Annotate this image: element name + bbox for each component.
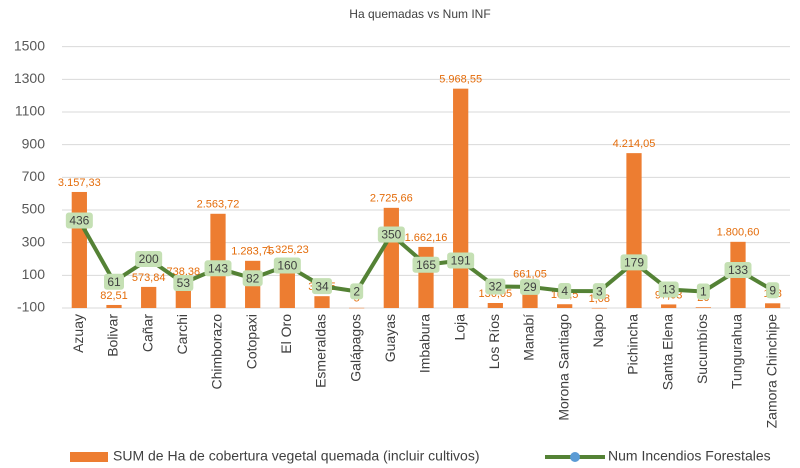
y-tick-label: 100 (22, 266, 46, 282)
bar (661, 304, 676, 308)
line-value-label: 34 (315, 279, 329, 293)
y-tick-label: 900 (22, 135, 46, 151)
x-tick-label: Zamora Chinchipe (763, 314, 779, 429)
line-value-label: 32 (489, 280, 503, 294)
y-tick-label: 500 (22, 201, 46, 217)
bar-value-label: 3.157,33 (58, 177, 101, 189)
bar-value-label: 2.725,66 (370, 193, 413, 205)
bar (626, 153, 641, 308)
x-tick-label: Morona Santiago (555, 314, 571, 421)
bar (488, 303, 503, 308)
bar (592, 308, 607, 309)
line-value-label: 133 (728, 263, 748, 277)
bar-value-label: 573,84 (132, 272, 166, 284)
line-value-label: 4 (561, 284, 568, 298)
bar-value-label: 661,05 (513, 269, 547, 281)
legend-label: SUM de Ha de cobertura vegetal quemada (… (113, 448, 480, 464)
bar (557, 304, 572, 308)
line-value-label: 1 (700, 285, 707, 299)
bar-value-label: 1.325,23 (266, 244, 309, 256)
bar-value-label: 1.800,60 (717, 227, 760, 239)
y-tick-label: 700 (22, 168, 46, 184)
y-tick-label: -100 (17, 299, 45, 315)
x-tick-label: Loja (451, 314, 467, 341)
x-tick-label: Azuay (70, 314, 86, 353)
line-value-label: 61 (107, 275, 121, 289)
x-tick-label: Galápagos (347, 314, 363, 382)
bar-value-label: 1.662,16 (405, 232, 448, 244)
line-value-label: 436 (69, 214, 89, 228)
x-tick-label: Chimborazo (209, 314, 225, 390)
bar (314, 296, 329, 308)
line-value-label: 165 (416, 258, 436, 272)
y-tick-label: 1100 (15, 103, 45, 119)
chart: Ha quemadas vs Num INF -100 100 300 500 700 9… (0, 0, 800, 468)
x-tick-label: Napo (590, 314, 606, 348)
y-tick-label: 300 (22, 233, 46, 249)
x-tick-label: Los Ríos (486, 314, 502, 369)
bar (453, 89, 468, 308)
bar (418, 247, 433, 308)
x-tick-label: Sucumbíos (694, 314, 710, 384)
line-value-label: 2 (353, 285, 360, 299)
bar-value-label: 2.563,72 (197, 199, 240, 211)
x-tick-label: Cotopaxi (243, 314, 259, 369)
line-value-label: 9 (769, 283, 776, 297)
bar (696, 307, 711, 308)
line-value-label: 143 (208, 261, 228, 275)
bar (349, 308, 364, 309)
line-value-label: 179 (624, 256, 644, 270)
y-tick-label: 1300 (14, 70, 45, 86)
bar (765, 303, 780, 308)
line-value-label: 191 (451, 254, 471, 268)
line-value-label: 160 (277, 259, 297, 273)
line-value-label: 350 (381, 228, 401, 242)
line-value-label: 13 (662, 283, 676, 297)
x-tick-label: Tungurahua (729, 314, 745, 389)
bar-value-label: 4.214,05 (613, 138, 656, 150)
legend-marker (570, 452, 580, 462)
line-value-label: 29 (523, 280, 537, 294)
chart-title: Ha quemadas vs Num INF (349, 7, 490, 21)
bar-value-label: 5.968,55 (439, 74, 482, 86)
x-tick-label: El Oro (278, 314, 294, 354)
bar (141, 287, 156, 308)
line-value-label: 3 (596, 284, 603, 298)
line-value-label: 82 (246, 271, 260, 285)
x-tick-label: Carchi (174, 314, 190, 354)
bar-value-label: 82,51 (100, 290, 128, 302)
y-tick-label: 1500 (14, 37, 45, 53)
x-tick-label: Pichincha (625, 314, 641, 375)
x-tick-label: Bolivar (105, 314, 121, 357)
line-value-label: 53 (177, 276, 191, 290)
x-tick-label: Santa Elena (659, 314, 675, 390)
x-tick-label: Cañar (139, 314, 155, 352)
legend-swatch (70, 452, 108, 462)
line-value-label: 200 (139, 252, 159, 266)
x-tick-label: Guayas (382, 314, 398, 362)
x-tick-label: Manabí (521, 314, 537, 361)
legend-label: Num Incendios Forestales (608, 448, 771, 464)
x-tick-label: Esmeraldas (313, 314, 329, 388)
bar (106, 305, 121, 308)
x-tick-label: Imbabura (417, 314, 433, 373)
bar (72, 192, 87, 308)
bar (384, 208, 399, 308)
